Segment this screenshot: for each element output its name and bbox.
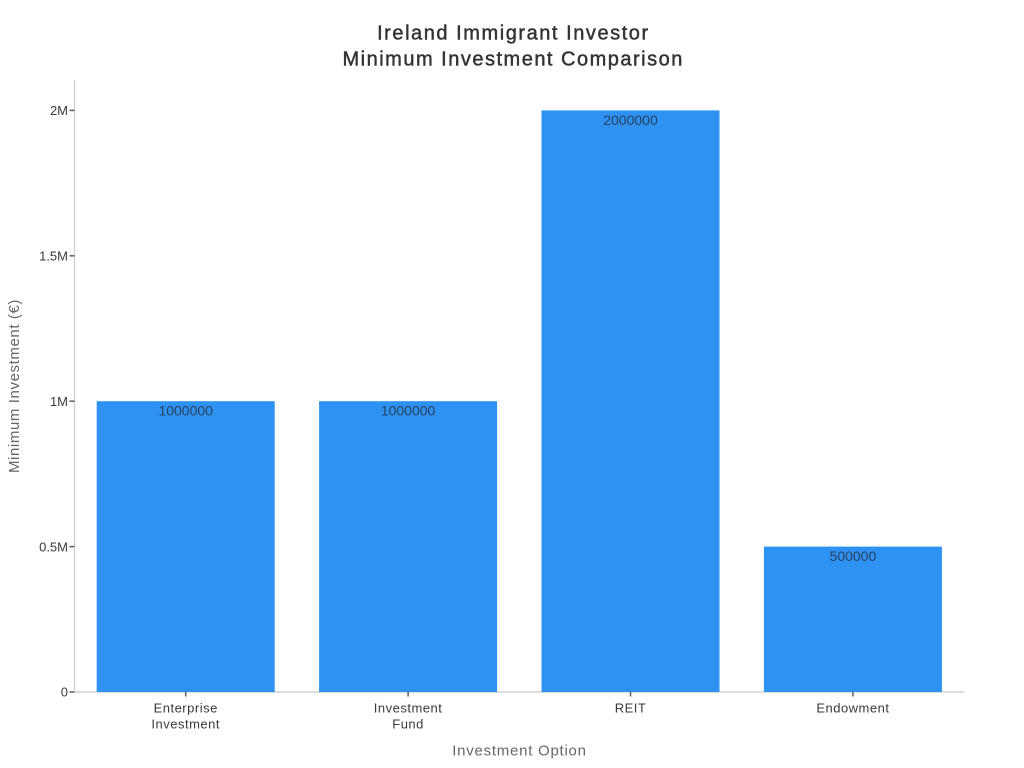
svg-text:Minimum Investment Comparison: Minimum Investment Comparison — [343, 49, 684, 71]
svg-text:Investment Option: Investment Option — [452, 742, 586, 759]
svg-text:Investment: Investment — [374, 700, 443, 715]
svg-text:Endowment: Endowment — [816, 700, 889, 715]
svg-text:REIT: REIT — [615, 700, 647, 715]
svg-text:0.5M: 0.5M — [39, 539, 68, 554]
svg-text:1.5M: 1.5M — [39, 249, 68, 264]
svg-text:0: 0 — [61, 685, 68, 700]
svg-text:Ireland Immigrant Investor: Ireland Immigrant Investor — [377, 23, 650, 45]
svg-text:1M: 1M — [50, 394, 68, 409]
svg-text:2M: 2M — [50, 103, 68, 118]
svg-text:500000: 500000 — [830, 548, 877, 564]
svg-text:Enterprise: Enterprise — [154, 700, 218, 715]
svg-text:1000000: 1000000 — [158, 403, 213, 419]
svg-text:Fund: Fund — [392, 716, 424, 731]
svg-text:1000000: 1000000 — [381, 403, 436, 419]
svg-text:Investment: Investment — [151, 716, 220, 731]
svg-text:2000000: 2000000 — [603, 112, 658, 128]
svg-text:Minimum Investment (€): Minimum Investment (€) — [6, 299, 23, 473]
